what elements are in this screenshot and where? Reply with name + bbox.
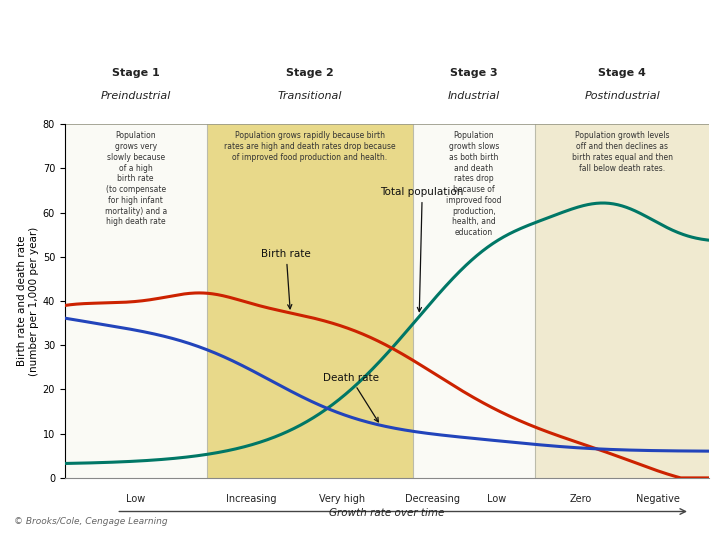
Text: Stage 4: Stage 4 (598, 68, 646, 78)
Text: Transition: Transition (18, 70, 174, 98)
Text: Zero: Zero (570, 494, 591, 504)
Text: Population grows rapidly because birth
rates are high and death rates drop becau: Population grows rapidly because birth r… (224, 131, 395, 162)
Text: Preindustrial: Preindustrial (101, 91, 171, 101)
Y-axis label: Birth rate and death rate
(number per 1,000 per year): Birth rate and death rate (number per 1,… (17, 226, 39, 376)
Text: Industrial: Industrial (448, 91, 500, 101)
Text: Population growth levels
off and then declines as
birth rates equal and then
fal: Population growth levels off and then de… (572, 131, 672, 172)
Text: © Brooks/Cole, Cengage Learning: © Brooks/Cole, Cengage Learning (14, 517, 168, 526)
Bar (207, 124, 413, 478)
Bar (413, 124, 535, 478)
Text: Decreasing: Decreasing (405, 494, 459, 504)
Text: Four Stages of the Demographic: Four Stages of the Demographic (18, 30, 526, 58)
Text: Birth rate: Birth rate (261, 249, 311, 309)
Text: Postindustrial: Postindustrial (585, 91, 660, 101)
Text: Increasing: Increasing (226, 494, 277, 504)
Text: Death rate: Death rate (323, 373, 379, 422)
Text: Growth rate over time: Growth rate over time (329, 508, 445, 518)
Text: Negative: Negative (636, 494, 680, 504)
Text: Very high: Very high (319, 494, 365, 504)
Text: Low: Low (126, 494, 145, 504)
Text: Stage 1: Stage 1 (112, 68, 160, 78)
Bar (535, 124, 709, 478)
Text: Population
grows very
slowly because
of a high
birth rate
(to compensate
for hig: Population grows very slowly because of … (104, 131, 167, 226)
Text: Stage 3: Stage 3 (450, 68, 498, 78)
Text: Stage 2: Stage 2 (286, 68, 333, 78)
Bar (65, 124, 207, 478)
Text: Low: Low (487, 494, 506, 504)
Text: Population
growth slows
as both birth
and death
rates drop
because of
improved f: Population growth slows as both birth an… (446, 131, 502, 237)
Text: Transitional: Transitional (277, 91, 342, 101)
Text: Total population: Total population (381, 187, 464, 312)
